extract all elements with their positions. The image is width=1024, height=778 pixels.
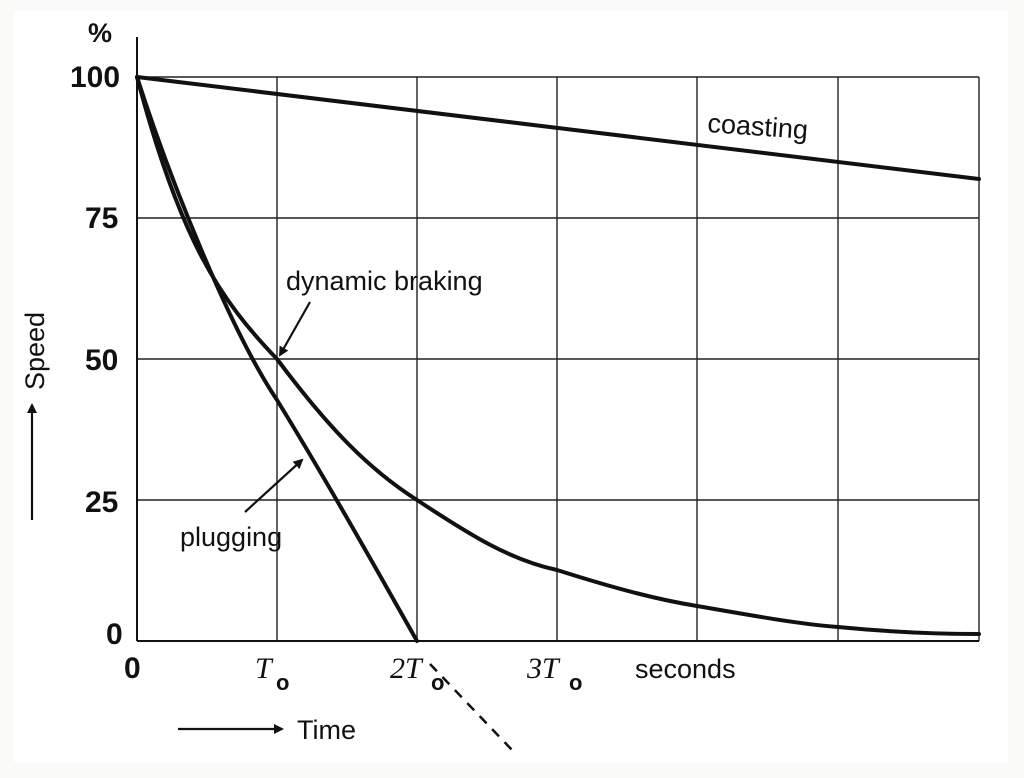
x-tick-0: 0 <box>124 652 141 685</box>
y-axis-title: Speed <box>20 312 50 390</box>
x-tick-3T: 3T <box>526 652 561 685</box>
dynamic-braking-label: dynamic braking <box>286 266 483 296</box>
y-tick-50: 50 <box>85 344 118 377</box>
y-tick-0: 0 <box>106 618 123 651</box>
plugging-arrow <box>244 458 304 513</box>
x-tick-T-sub: o <box>276 670 289 695</box>
x-tick-3T-sub: o <box>569 670 582 695</box>
y-tick-100: 100 <box>70 61 120 94</box>
grid <box>137 76 980 641</box>
axes <box>136 37 979 642</box>
x-tick-2T-sub: o <box>431 670 444 695</box>
x-unit-label: seconds <box>635 654 736 684</box>
x-axis-title: Time <box>297 715 356 745</box>
x-tick-T: T <box>255 652 274 685</box>
x-tick-2T: 2T <box>390 652 424 685</box>
coasting-label: coasting <box>707 108 809 145</box>
plugging-extension-dashed <box>429 663 513 751</box>
chart-sheet <box>14 10 1008 762</box>
y-unit-label: % <box>88 18 112 48</box>
y-tick-75: 75 <box>85 202 118 235</box>
dynamic-braking-curve <box>135 75 981 636</box>
plugging-curve <box>135 75 419 643</box>
y-tick-25: 25 <box>85 486 118 519</box>
coasting-curve <box>135 75 981 181</box>
dynamic-braking-arrow <box>279 301 311 357</box>
plugging-label: plugging <box>180 522 282 552</box>
